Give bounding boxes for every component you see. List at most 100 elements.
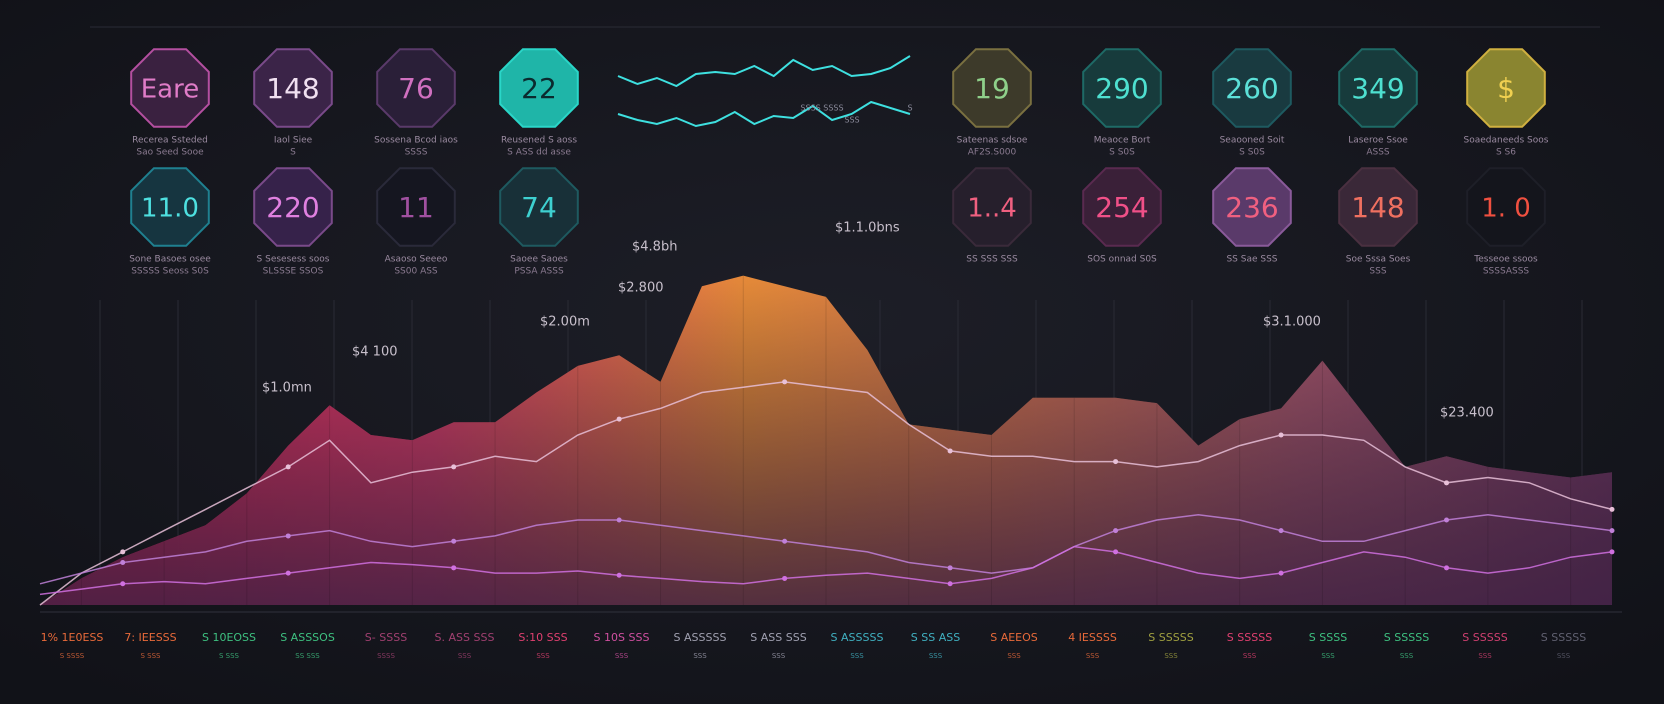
series-dot bbox=[451, 464, 457, 470]
badge-sublabel: SSSS bbox=[405, 148, 428, 158]
footer-sublabel: SSS bbox=[1086, 652, 1100, 660]
badge-sublabel: ASSS bbox=[1366, 148, 1390, 158]
annotation: $1.0mn bbox=[262, 381, 312, 396]
sparkline-line bbox=[617, 100, 911, 128]
badge-label: S Sesesess soos bbox=[257, 255, 330, 265]
series-dot bbox=[616, 416, 622, 422]
series-dot bbox=[1113, 459, 1119, 465]
badge: 11.0 Sone Basoes osee SSSSS Seoss S0S bbox=[129, 167, 211, 277]
series-dot bbox=[1278, 432, 1284, 438]
footer-sublabel: SSS bbox=[1321, 652, 1335, 660]
annotation: $23.400 bbox=[1440, 406, 1494, 421]
footer-label: S 10S SSS bbox=[594, 631, 650, 644]
series-dot bbox=[285, 570, 291, 576]
series-dot bbox=[1444, 565, 1450, 571]
badge-shape bbox=[1082, 48, 1162, 128]
badge-value: 11.0 bbox=[141, 194, 199, 224]
series-dot bbox=[1609, 506, 1615, 512]
badge-label: Sateenas sdsoe bbox=[957, 136, 1028, 146]
badge-label: Soe Sssa Soes bbox=[1346, 255, 1411, 265]
badge: $ Soaedaneeds Soos S S6 bbox=[1464, 48, 1549, 158]
series-dot bbox=[616, 572, 622, 578]
footer-sublabel: SSS bbox=[693, 652, 707, 660]
footer-sublabel: SSS bbox=[850, 652, 864, 660]
badge-sublabel: SSSSS Seoss S0S bbox=[131, 267, 209, 277]
series-dot bbox=[947, 565, 953, 571]
badge-shape bbox=[1212, 48, 1292, 128]
badge: 236 SS Sae SSS bbox=[1212, 167, 1292, 265]
badge-value: 260 bbox=[1225, 72, 1278, 105]
badge-sublabel: S S6 bbox=[1496, 148, 1516, 158]
badge: 1..4 SS SSS SSS bbox=[952, 167, 1032, 265]
badge-label: Sossena Bcod iaos bbox=[374, 136, 458, 146]
footer-sublabel: SSS bbox=[772, 652, 786, 660]
badge-value: 11 bbox=[398, 191, 434, 224]
footer-label: S ASSSSS bbox=[674, 631, 727, 644]
series-dot bbox=[782, 575, 788, 581]
badge-sublabel: Sao Seed Sooe bbox=[136, 148, 204, 158]
series-dot bbox=[285, 464, 291, 470]
series-line bbox=[39, 513, 1613, 585]
badge: 11 Asaoso Seeeo SS00 ASS bbox=[376, 167, 456, 277]
series-line bbox=[39, 545, 1613, 596]
area-chart: $1.0mn $4 100 $2.00m $2.800 $4.8bh $1.1.0bns $… bbox=[39, 221, 1615, 606]
footer-label: S SSSSS bbox=[1462, 631, 1507, 644]
badge-value: 220 bbox=[266, 191, 319, 224]
series-dot bbox=[285, 533, 291, 539]
badge: 148 Iaol Siee S bbox=[253, 48, 333, 158]
badge-sublabel: SSSSASSS bbox=[1483, 267, 1530, 277]
footer-sublabel: SSS bbox=[1007, 652, 1021, 660]
series-dot bbox=[1278, 570, 1284, 576]
badge-sublabel: SSS bbox=[1369, 267, 1386, 277]
area-shade bbox=[40, 275, 1612, 605]
footer-label: S:10 SSS bbox=[518, 631, 567, 644]
series-dot bbox=[1444, 480, 1450, 486]
badge-shape bbox=[1338, 48, 1418, 128]
badge-label: Soaedaneeds Soos bbox=[1464, 136, 1549, 146]
footer-sublabel: SSS bbox=[1243, 652, 1257, 660]
annotation: $2.800 bbox=[618, 281, 664, 296]
badge-sublabel: S S0S bbox=[1239, 148, 1265, 158]
badge-shape bbox=[253, 167, 333, 247]
badge-label: Meaoce Bort bbox=[1094, 136, 1151, 146]
footer-label: S ASS SSS bbox=[750, 631, 806, 644]
badge-sublabel: AF2S.S000 bbox=[968, 148, 1017, 158]
series-dot bbox=[1444, 517, 1450, 523]
footer-label: S AEEOS bbox=[990, 631, 1038, 644]
badge-value: 22 bbox=[521, 72, 557, 105]
badge-value: 254 bbox=[1095, 191, 1148, 224]
badge-shape bbox=[1466, 48, 1546, 128]
footer-label: 1% 1E0ESS bbox=[41, 631, 104, 644]
badge-label: Asaoso Seeeo bbox=[385, 255, 448, 265]
footer-label: S SSSSS bbox=[1148, 631, 1193, 644]
badge-value: 148 bbox=[266, 72, 319, 105]
badge-shape bbox=[1212, 167, 1292, 247]
footer-label: 4 IESSSS bbox=[1068, 631, 1117, 644]
footer-label: 7: IEESSS bbox=[124, 631, 176, 644]
badge-value: 1..4 bbox=[967, 194, 1017, 224]
badge: 260 Seaooned Soit S S0S bbox=[1212, 48, 1292, 158]
series-dot bbox=[1113, 549, 1119, 555]
badge: 220 S Sesesess soos SLSSSE SSOS bbox=[253, 167, 333, 277]
badge-label: Iaol Siee bbox=[274, 136, 313, 146]
badge-sublabel: SLSSSE SSOS bbox=[263, 267, 324, 277]
series-dot bbox=[451, 565, 457, 571]
badge-sublabel: S S0S bbox=[1109, 148, 1135, 158]
badge-sublabel: SS00 ASS bbox=[394, 267, 438, 277]
badge-value: 74 bbox=[521, 191, 557, 224]
annotation: $4.8bh bbox=[632, 240, 677, 255]
footer-label: S SSSSS bbox=[1384, 631, 1429, 644]
badge-shape bbox=[1082, 167, 1162, 247]
badge: 1. 0 Tesseoe ssoos SSSSASSS bbox=[1466, 167, 1546, 277]
footer-sublabel: SSS bbox=[458, 652, 472, 660]
footer-sublabel: SSS bbox=[929, 652, 943, 660]
footer-sublabel: SSS bbox=[1557, 652, 1571, 660]
badge: 349 Laseroe Ssoe ASSS bbox=[1338, 48, 1418, 158]
footer-labels: 1% 1E0ESS S SSSS 7: IEESSS S SSS S 10EOSS S S… bbox=[41, 631, 1587, 660]
footer-sublabel: SSS bbox=[1400, 652, 1414, 660]
badge-sublabel: S bbox=[290, 148, 296, 158]
badge-shape bbox=[130, 167, 210, 247]
badge-label: Tesseoe ssoos bbox=[1473, 255, 1538, 265]
badge-value: 76 bbox=[398, 72, 434, 105]
